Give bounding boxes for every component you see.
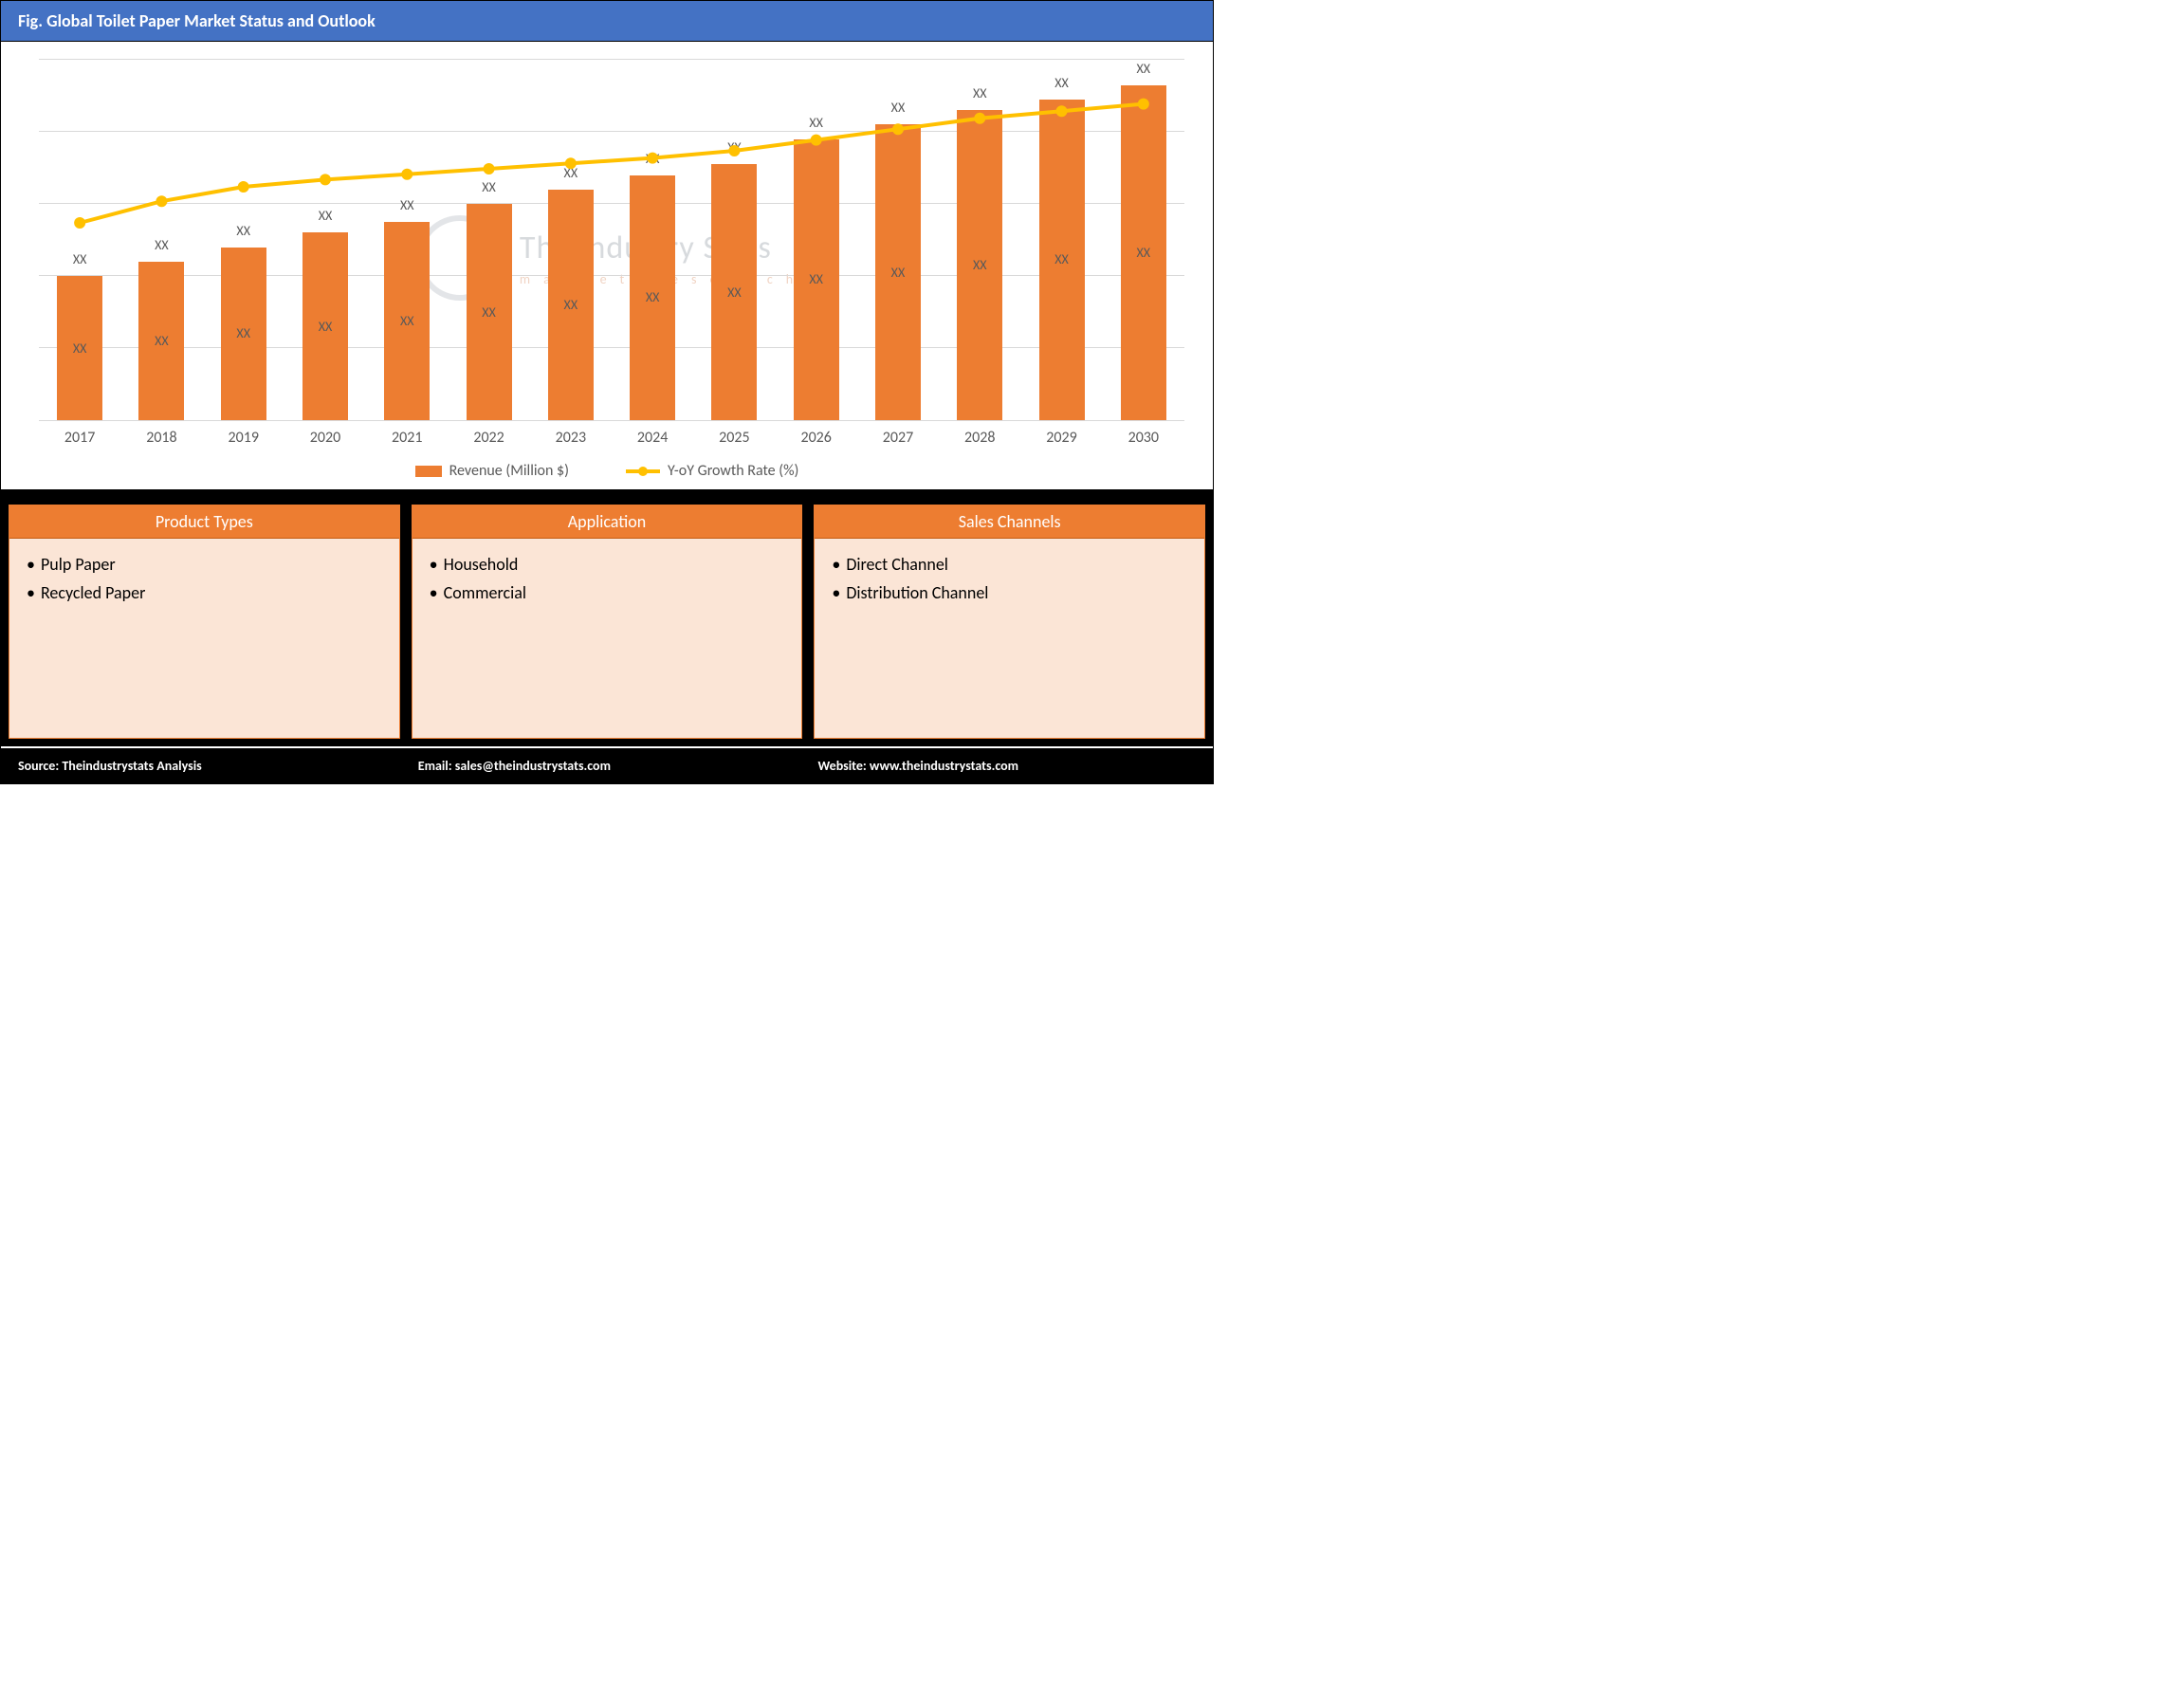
line-point-label: XX [706,139,762,393]
bar-slot: XXXX [120,61,202,420]
bars-layer: XXXXXXXXXXXXXXXXXXXXXXXXXXXXXXXXXXXXXXXX… [39,61,1184,420]
bar-slot: XXXX [612,61,693,420]
revenue-bar: XXXX [957,110,1002,420]
x-tick-label: 2021 [366,429,448,447]
line-point-label: XX [378,197,435,358]
revenue-bar: XXXX [711,164,757,420]
bar-slot: XXXX [530,61,612,420]
revenue-bar: XXXX [57,276,102,420]
bar-slot: XXXX [366,61,448,420]
revenue-bar: XXXX [875,124,921,420]
bar-slot: XXXX [1103,61,1184,420]
card-body: Direct ChannelDistribution Channel [815,539,1204,738]
bar-slot: XXXX [857,61,939,420]
line-point-label: XX [951,85,1008,413]
bar-slot: XXXX [939,61,1020,420]
list-item: Commercial [430,579,785,607]
card-list: Pulp PaperRecycled Paper [27,550,382,607]
card-list: Direct ChannelDistribution Channel [832,550,1187,607]
x-tick-label: 2030 [1103,429,1184,447]
info-card: Product Types Pulp PaperRecycled Paper [9,505,400,739]
footer: Source: Theindustrystats Analysis Email:… [1,746,1213,783]
bar-slot: XXXX [448,61,529,420]
line-point-label: XX [215,223,272,346]
revenue-bar: XXXX [794,139,839,420]
line-point-label: XX [870,100,926,410]
bar-slot: XXXX [776,61,857,420]
legend-item-growth: Y-oY Growth Rate (%) [626,462,798,480]
card-header: Product Types [9,505,399,539]
revenue-bar: XXXX [303,232,348,420]
info-card: Application HouseholdCommercial [412,505,803,739]
bar-slot: XXXX [693,61,775,420]
footer-source: Source: Theindustrystats Analysis [1,748,401,783]
line-point-label: XX [133,237,190,346]
card-header: Sales Channels [815,505,1204,539]
gridline [39,59,1184,60]
footer-email: Email: sales@theindustrystats.com [401,748,801,783]
line-swatch-icon [626,469,660,473]
revenue-bar: XXXX [138,262,184,420]
bar-slot: XXXX [1020,61,1102,420]
x-tick-label: 2019 [203,429,284,447]
line-point-label: XX [51,251,108,353]
x-tick-label: 2026 [776,429,857,447]
line-point-label: XX [788,115,845,407]
revenue-bar: XXXX [467,204,512,420]
line-point-label: XX [297,208,354,353]
x-tick-label: 2020 [284,429,366,447]
list-item: Household [430,550,785,579]
revenue-bar: XXXX [1121,85,1166,420]
footer-website: Website: www.theindustrystats.com [800,748,1213,783]
figure-container: Fig. Global Toilet Paper Market Status a… [0,0,1214,784]
card-body: Pulp PaperRecycled Paper [9,539,399,738]
x-axis: 2017201820192020202120222023202420252026… [39,421,1184,447]
list-item: Direct Channel [832,550,1187,579]
revenue-bar: XXXX [1039,100,1085,420]
revenue-bar: XXXX [630,175,675,420]
x-tick-label: 2024 [612,429,693,447]
list-item: Pulp Paper [27,550,382,579]
revenue-bar: XXXX [384,222,430,420]
revenue-bar: XXXX [221,248,266,420]
legend-bar-label: Revenue (Million $) [449,462,569,480]
line-point-label: XX [624,151,681,389]
legend: Revenue (Million $) Y-oY Growth Rate (%) [20,447,1194,480]
info-card: Sales Channels Direct ChannelDistribution… [814,505,1205,739]
bar-slot: XXXX [284,61,366,420]
x-tick-label: 2028 [939,429,1020,447]
bar-swatch-icon [415,466,442,477]
line-point-label: XX [1034,75,1091,418]
chart-area: The Industry Stats market research XXXXX… [1,42,1213,497]
x-tick-label: 2017 [39,429,120,447]
card-header: Application [413,505,802,539]
line-point-label: XX [542,165,599,380]
revenue-bar: XXXX [548,190,594,420]
x-tick-label: 2023 [530,429,612,447]
figure-title: Fig. Global Toilet Paper Market Status a… [1,1,1213,42]
bar-slot: XXXX [203,61,284,420]
x-tick-label: 2027 [857,429,939,447]
bar-slot: XXXX [39,61,120,420]
card-body: HouseholdCommercial [413,539,802,738]
x-tick-label: 2029 [1020,429,1102,447]
plot-region: The Industry Stats market research XXXXX… [39,61,1184,421]
line-point-label: XX [461,179,518,371]
list-item: Recycled Paper [27,579,382,607]
card-list: HouseholdCommercial [430,550,785,607]
x-tick-label: 2018 [120,429,202,447]
cards-row: Product Types Pulp PaperRecycled Paper App… [1,497,1213,746]
line-point-label: XX [1115,61,1172,425]
legend-item-revenue: Revenue (Million $) [415,462,569,480]
x-tick-label: 2025 [693,429,775,447]
list-item: Distribution Channel [832,579,1187,607]
x-tick-label: 2022 [448,429,529,447]
legend-line-label: Y-oY Growth Rate (%) [668,462,798,480]
